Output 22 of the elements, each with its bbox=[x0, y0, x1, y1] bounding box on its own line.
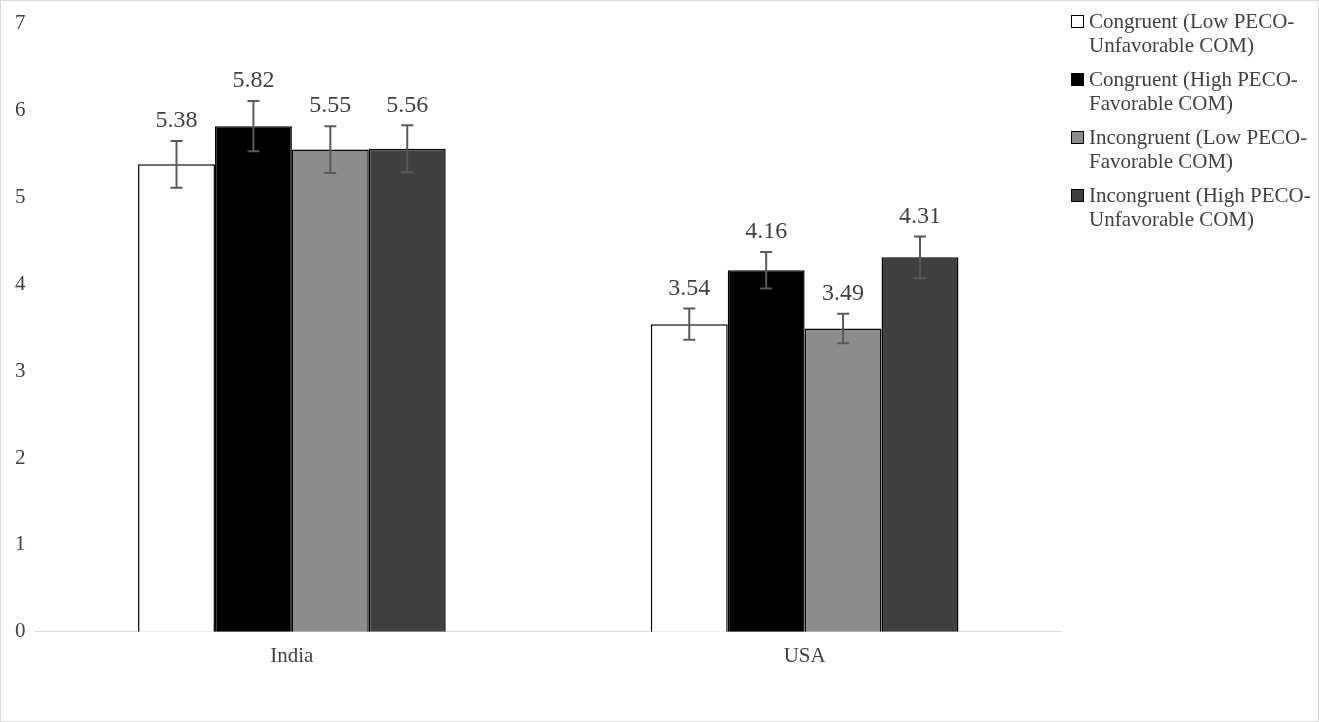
legend-label: Incongruent (High PECO-Unfavorable COM) bbox=[1089, 183, 1311, 231]
data-label: 5.55 bbox=[309, 91, 352, 118]
y-tick-label: 5 bbox=[15, 183, 26, 208]
y-tick-label: 6 bbox=[15, 97, 26, 121]
data-label: 4.16 bbox=[745, 217, 788, 244]
data-label: 5.56 bbox=[386, 90, 429, 117]
legend-label: Congruent (High PECO-Favorable COM) bbox=[1089, 67, 1299, 115]
y-tick-label: 4 bbox=[15, 270, 26, 295]
y-tick-label: 2 bbox=[15, 444, 26, 469]
legend-label: Incongruent (Low PECO-Favorable COM) bbox=[1089, 125, 1309, 173]
y-tick-label: 0 bbox=[15, 618, 26, 643]
x-tick-label: USA bbox=[783, 642, 827, 667]
data-label: 5.38 bbox=[155, 106, 198, 133]
data-label: 3.49 bbox=[822, 279, 865, 306]
y-tick-label: 1 bbox=[15, 531, 26, 556]
legend-label: Congruent (Low PECO-Unfavorable COM) bbox=[1089, 9, 1296, 57]
data-label: 4.31 bbox=[898, 201, 941, 228]
y-tick-label: 3 bbox=[15, 357, 26, 382]
data-label: 5.82 bbox=[232, 66, 275, 93]
x-tick-label: India bbox=[270, 642, 315, 667]
y-tick-label: 7 bbox=[15, 10, 26, 35]
data-label: 3.54 bbox=[668, 273, 711, 300]
